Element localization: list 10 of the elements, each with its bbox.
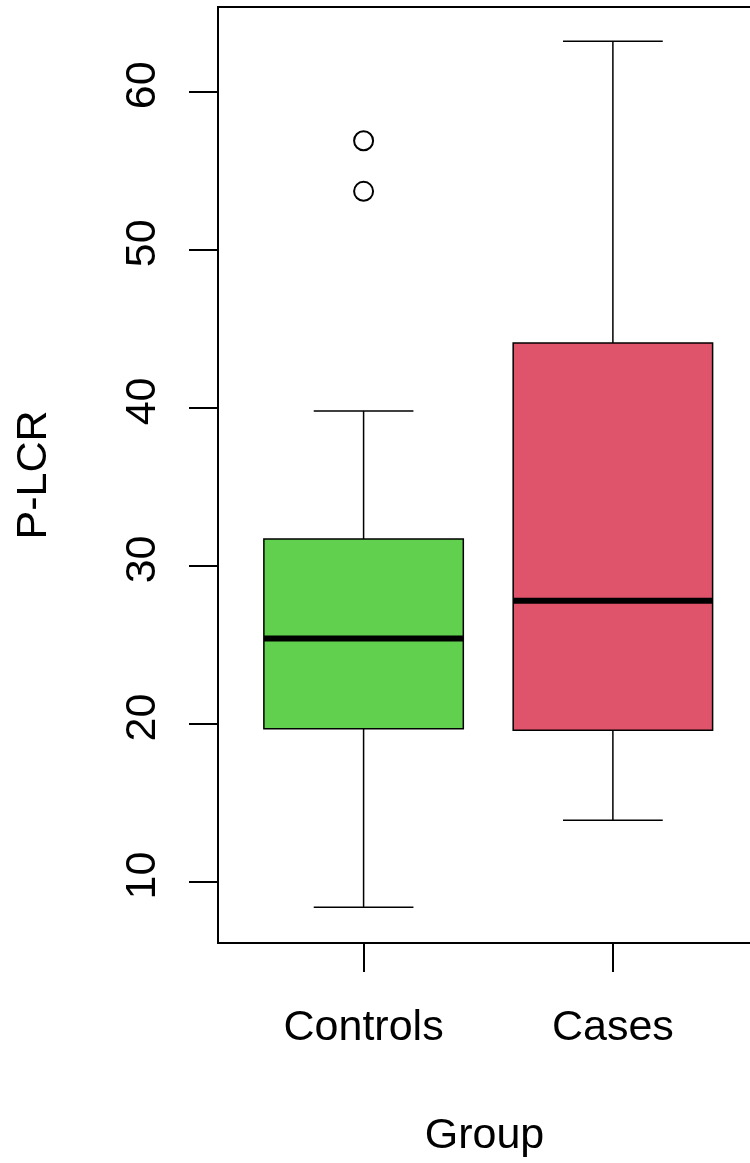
y-tick-label: 30 (115, 535, 164, 584)
x-axis-title: Group (424, 1108, 545, 1157)
y-tick-label: 40 (115, 377, 164, 426)
y-tick-label: 50 (115, 219, 164, 268)
x-tick-label: Controls (283, 1000, 444, 1049)
y-tick-label: 60 (115, 61, 164, 110)
x-tick-label: Cases (551, 1000, 674, 1049)
y-tick-label: 10 (115, 851, 164, 900)
y-tick-label: 20 (115, 693, 164, 742)
y-axis-title: P-LCR (6, 410, 55, 540)
